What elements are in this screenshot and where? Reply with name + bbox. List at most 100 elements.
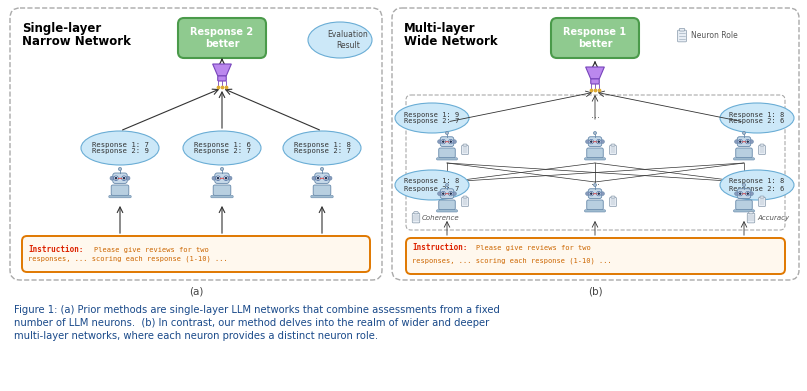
- Circle shape: [600, 140, 604, 143]
- Circle shape: [738, 192, 742, 196]
- FancyBboxPatch shape: [311, 196, 333, 198]
- Circle shape: [217, 178, 219, 179]
- Circle shape: [123, 178, 124, 179]
- FancyBboxPatch shape: [611, 196, 615, 198]
- FancyBboxPatch shape: [609, 197, 617, 206]
- Circle shape: [589, 192, 593, 196]
- Circle shape: [590, 192, 592, 195]
- FancyBboxPatch shape: [738, 189, 751, 199]
- FancyBboxPatch shape: [678, 30, 687, 42]
- FancyBboxPatch shape: [462, 197, 469, 206]
- Text: Neuron Role: Neuron Role: [691, 32, 738, 41]
- Circle shape: [453, 192, 457, 196]
- FancyBboxPatch shape: [611, 144, 615, 146]
- Circle shape: [598, 141, 600, 142]
- FancyBboxPatch shape: [462, 145, 469, 154]
- FancyBboxPatch shape: [591, 79, 600, 84]
- Text: Response 1: 9
Response 2: 7: Response 1: 9 Response 2: 7: [404, 111, 460, 124]
- Circle shape: [734, 140, 738, 143]
- Circle shape: [453, 140, 457, 143]
- FancyBboxPatch shape: [412, 213, 420, 223]
- Circle shape: [122, 176, 126, 180]
- FancyBboxPatch shape: [313, 185, 331, 196]
- Circle shape: [747, 193, 748, 194]
- Circle shape: [437, 140, 441, 143]
- Text: multi-layer networks, where each neuron provides a distinct neuron role.: multi-layer networks, where each neuron …: [14, 331, 378, 341]
- Ellipse shape: [395, 170, 469, 200]
- Circle shape: [586, 140, 589, 143]
- Text: Response 1: 8
Response 2: 7: Response 1: 8 Response 2: 7: [294, 142, 350, 154]
- Text: Figure 1: (a) Prior methods are single-layer LLM networks that combine assessmen: Figure 1: (a) Prior methods are single-l…: [14, 305, 500, 315]
- FancyBboxPatch shape: [441, 137, 454, 147]
- Circle shape: [590, 140, 592, 143]
- FancyBboxPatch shape: [10, 8, 382, 280]
- Circle shape: [739, 192, 742, 195]
- Polygon shape: [586, 67, 604, 79]
- Text: Response 1: 8
Response 2: 7: Response 1: 8 Response 2: 7: [404, 179, 460, 192]
- Circle shape: [110, 176, 114, 180]
- Text: responses, ... scoring each response (1-10) ...: responses, ... scoring each response (1-…: [412, 258, 612, 264]
- Circle shape: [437, 192, 441, 196]
- FancyBboxPatch shape: [113, 173, 128, 183]
- Circle shape: [750, 192, 754, 196]
- Circle shape: [324, 177, 327, 179]
- Circle shape: [220, 167, 224, 170]
- Circle shape: [445, 131, 449, 135]
- FancyBboxPatch shape: [437, 210, 458, 212]
- Circle shape: [742, 183, 746, 187]
- Circle shape: [449, 192, 453, 196]
- FancyBboxPatch shape: [441, 189, 454, 199]
- Circle shape: [225, 178, 227, 179]
- FancyBboxPatch shape: [439, 148, 455, 158]
- Text: Response 1: 7
Response 2: 9: Response 1: 7 Response 2: 9: [91, 142, 148, 154]
- Circle shape: [115, 177, 117, 179]
- FancyBboxPatch shape: [760, 196, 764, 198]
- FancyBboxPatch shape: [406, 238, 785, 274]
- Text: Response 1: 8
Response 2: 6: Response 1: 8 Response 2: 6: [730, 179, 784, 192]
- Circle shape: [740, 141, 741, 142]
- Circle shape: [591, 193, 592, 194]
- FancyBboxPatch shape: [734, 158, 755, 160]
- Circle shape: [317, 178, 319, 179]
- Circle shape: [449, 140, 453, 143]
- FancyBboxPatch shape: [747, 213, 755, 223]
- Circle shape: [742, 131, 746, 135]
- Text: (a): (a): [189, 286, 203, 296]
- FancyBboxPatch shape: [215, 173, 229, 183]
- Circle shape: [449, 140, 452, 143]
- Circle shape: [597, 140, 600, 143]
- Ellipse shape: [395, 103, 469, 133]
- Circle shape: [750, 140, 754, 143]
- Text: Narrow Network: Narrow Network: [22, 35, 131, 48]
- FancyBboxPatch shape: [551, 18, 639, 58]
- FancyBboxPatch shape: [609, 145, 617, 154]
- FancyBboxPatch shape: [414, 212, 418, 214]
- Circle shape: [123, 177, 125, 179]
- Circle shape: [225, 177, 228, 179]
- Text: Response 1: 6
Response 2: 7: Response 1: 6 Response 2: 7: [194, 142, 250, 154]
- FancyBboxPatch shape: [759, 145, 766, 154]
- Circle shape: [746, 140, 750, 143]
- Text: Coherence: Coherence: [422, 215, 460, 221]
- FancyBboxPatch shape: [392, 8, 799, 280]
- Ellipse shape: [81, 131, 159, 165]
- Circle shape: [115, 178, 117, 179]
- FancyBboxPatch shape: [109, 196, 132, 198]
- Circle shape: [450, 193, 451, 194]
- Circle shape: [445, 183, 449, 187]
- Text: Response 1
better: Response 1 better: [563, 27, 626, 49]
- Circle shape: [126, 176, 130, 180]
- Circle shape: [217, 177, 220, 179]
- Text: Please give reviews for two: Please give reviews for two: [94, 247, 209, 253]
- Circle shape: [324, 176, 328, 180]
- Text: Please give reviews for two: Please give reviews for two: [476, 245, 591, 251]
- Ellipse shape: [283, 131, 361, 165]
- FancyBboxPatch shape: [760, 144, 764, 146]
- Circle shape: [442, 192, 445, 195]
- Circle shape: [442, 140, 445, 143]
- FancyBboxPatch shape: [437, 158, 458, 160]
- FancyBboxPatch shape: [587, 148, 604, 158]
- Circle shape: [586, 192, 589, 196]
- Circle shape: [593, 183, 596, 187]
- Text: Accuracy: Accuracy: [757, 215, 789, 221]
